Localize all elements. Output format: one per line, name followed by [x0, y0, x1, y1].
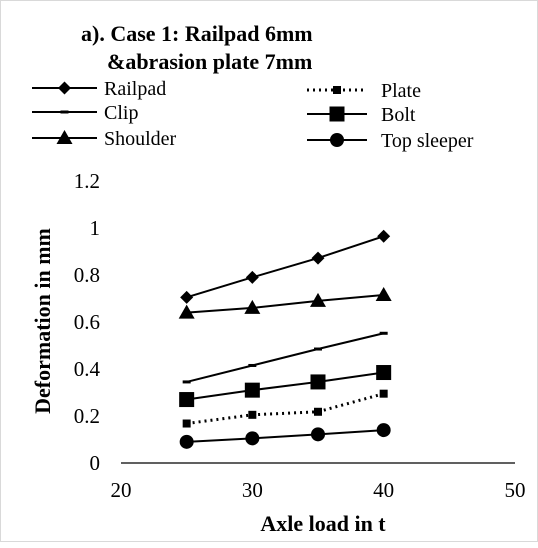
data-point-railpad [180, 290, 194, 304]
legend-marker-top-sleeper [330, 133, 344, 147]
legend: Railpad Plate Clip Bolt Shoulder Top sleeper [32, 78, 474, 152]
data-point-clip [379, 331, 388, 335]
data-point-shoulder [375, 286, 392, 301]
data-point-clip [182, 380, 191, 384]
data-point-plate [182, 419, 191, 428]
legend-label-plate: Plate [381, 80, 421, 102]
legend-marker-bolt [329, 106, 345, 122]
y-tick-label: 0.6 [74, 310, 100, 334]
series-line-plate [186, 392, 385, 426]
data-point-plate [379, 389, 388, 398]
legend-label-bolt: Bolt [381, 104, 416, 126]
legend-marker-railpad [58, 81, 71, 95]
legend-label-top-sleeper: Top sleeper [381, 130, 474, 152]
data-point-shoulder [310, 292, 326, 307]
chart-title-line-1: a). Case 1: Railpad 6mm [81, 21, 313, 46]
data-point-top-sleeper [376, 423, 391, 438]
plot-area: 0 0.2 0.4 0.6 0.8 1 1.2 20 30 40 50 [74, 169, 526, 502]
x-axis-label: Axle load in t [260, 511, 386, 536]
y-axis-label: Deformation in mm [30, 228, 55, 414]
data-point-top-sleeper [179, 434, 194, 449]
x-tick-label: 20 [111, 478, 132, 502]
data-point-plate [248, 410, 257, 419]
y-tick-label: 0.2 [74, 404, 100, 428]
x-tick-label: 50 [505, 478, 526, 502]
y-tick-label: 1.2 [74, 169, 100, 193]
data-point-railpad [377, 229, 391, 243]
series-line-bolt [186, 371, 384, 401]
legend-marker-shoulder [56, 130, 73, 144]
y-tick-label: 0.4 [74, 357, 101, 381]
legend-label-railpad: Railpad [104, 78, 166, 100]
data-point-shoulder [178, 304, 195, 319]
y-tick-label: 1 [90, 216, 101, 240]
data-point-bolt [179, 392, 195, 408]
data-point-clip [314, 347, 322, 351]
data-point-bolt [244, 382, 260, 398]
data-point-bolt [310, 374, 326, 390]
data-point-bolt [376, 365, 392, 381]
y-tick-label: 0.8 [74, 263, 100, 287]
data-point-shoulder [244, 299, 261, 314]
series-line-clip [186, 332, 384, 383]
legend-marker-plate [333, 86, 341, 94]
legend-label-clip: Clip [104, 102, 138, 124]
x-tick-label: 40 [373, 478, 394, 502]
data-point-top-sleeper [311, 427, 325, 442]
data-point-plate [314, 407, 322, 416]
data-point-top-sleeper [245, 431, 260, 446]
legend-marker-clip [60, 110, 69, 114]
series-line-railpad [186, 235, 384, 299]
legend-label-shoulder: Shoulder [104, 128, 177, 150]
data-point-railpad [311, 251, 325, 265]
series-line-top-sleeper [186, 429, 384, 443]
series-line-shoulder [186, 293, 384, 314]
y-tick-label: 0 [90, 451, 101, 475]
x-tick-label: 30 [242, 478, 263, 502]
chart-title-line-2: &abrasion plate 7mm [107, 49, 312, 74]
data-point-railpad [245, 270, 259, 284]
data-point-clip [248, 363, 257, 367]
